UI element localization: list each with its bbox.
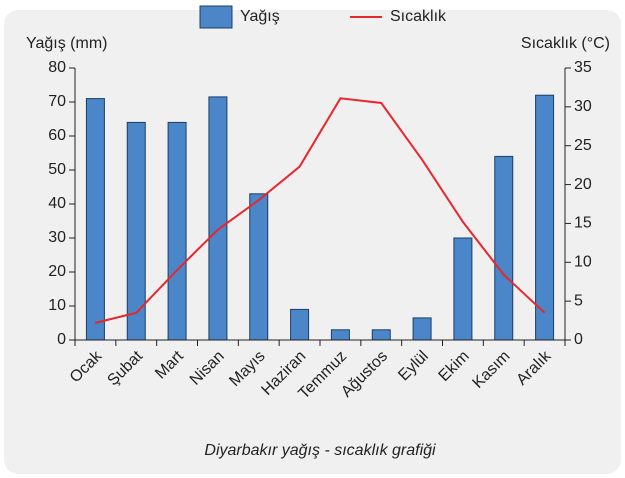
y-tick-label: 20 — [48, 263, 66, 280]
bar — [453, 237, 473, 341]
y-tick-label: 30 — [48, 229, 66, 246]
y2-tick-label: 5 — [574, 292, 583, 309]
y2-tick-label: 25 — [574, 137, 592, 154]
legend-swatch — [199, 5, 233, 29]
temperature-line — [95, 97, 546, 324]
bar — [208, 96, 228, 341]
y2-tick-label: 20 — [574, 176, 592, 193]
bar — [535, 94, 555, 341]
y2-tick-label: 35 — [574, 59, 592, 76]
legend-label: Sıcaklık — [390, 8, 447, 25]
y-axis-title: Yağış (mm) — [26, 35, 107, 52]
panel — [4, 10, 621, 474]
y-tick-label: 70 — [48, 93, 66, 110]
bar — [494, 155, 514, 341]
bar — [85, 98, 105, 341]
caption: Diyarbakır yağış - sıcaklık grafiği — [204, 442, 436, 459]
y-tick-label: 40 — [48, 195, 66, 212]
y2-axis-title: Sıcaklık (°C) — [521, 35, 610, 52]
y-tick-label: 0 — [57, 331, 66, 348]
bar — [412, 317, 432, 341]
y-tick-label: 10 — [48, 297, 66, 314]
y2-tick-label: 0 — [574, 331, 583, 348]
bar — [290, 308, 310, 341]
bar — [371, 329, 391, 341]
bar — [249, 193, 269, 341]
bar — [167, 121, 187, 341]
legend-label: Yağış — [240, 8, 280, 25]
y2-tick-label: 30 — [574, 98, 592, 115]
y-tick-label: 60 — [48, 127, 66, 144]
y2-tick-label: 10 — [574, 254, 592, 271]
bar — [330, 329, 350, 341]
y-tick-label: 50 — [48, 161, 66, 178]
y-tick-label: 80 — [48, 59, 66, 76]
y2-tick-label: 15 — [574, 215, 592, 232]
